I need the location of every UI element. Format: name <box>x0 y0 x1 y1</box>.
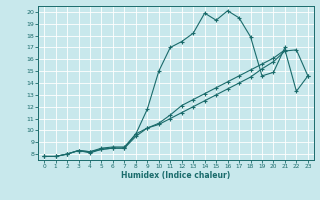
X-axis label: Humidex (Indice chaleur): Humidex (Indice chaleur) <box>121 171 231 180</box>
